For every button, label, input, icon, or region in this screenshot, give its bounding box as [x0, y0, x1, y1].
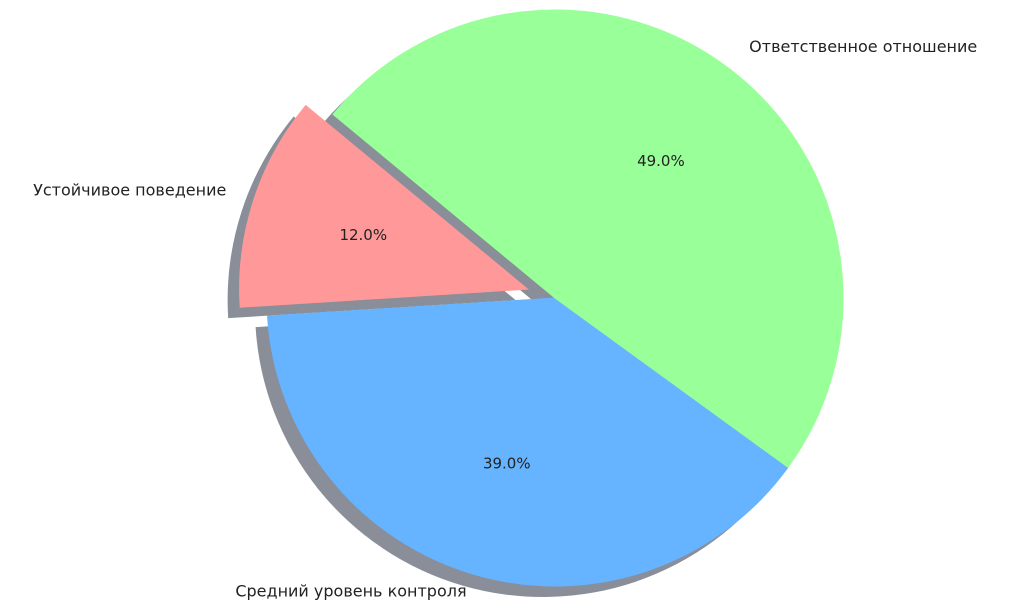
- slice: [239, 104, 529, 308]
- slice: [267, 297, 789, 587]
- value-label: 12.0%: [339, 226, 387, 244]
- slice: [332, 9, 844, 468]
- value-label: 49.0%: [637, 152, 685, 170]
- slice-label: Ответственное отношение: [749, 37, 977, 56]
- slice-label: Устойчивое поведение: [33, 181, 226, 200]
- slice-label: Средний уровень контроля: [235, 582, 466, 601]
- value-label: 39.0%: [483, 454, 531, 472]
